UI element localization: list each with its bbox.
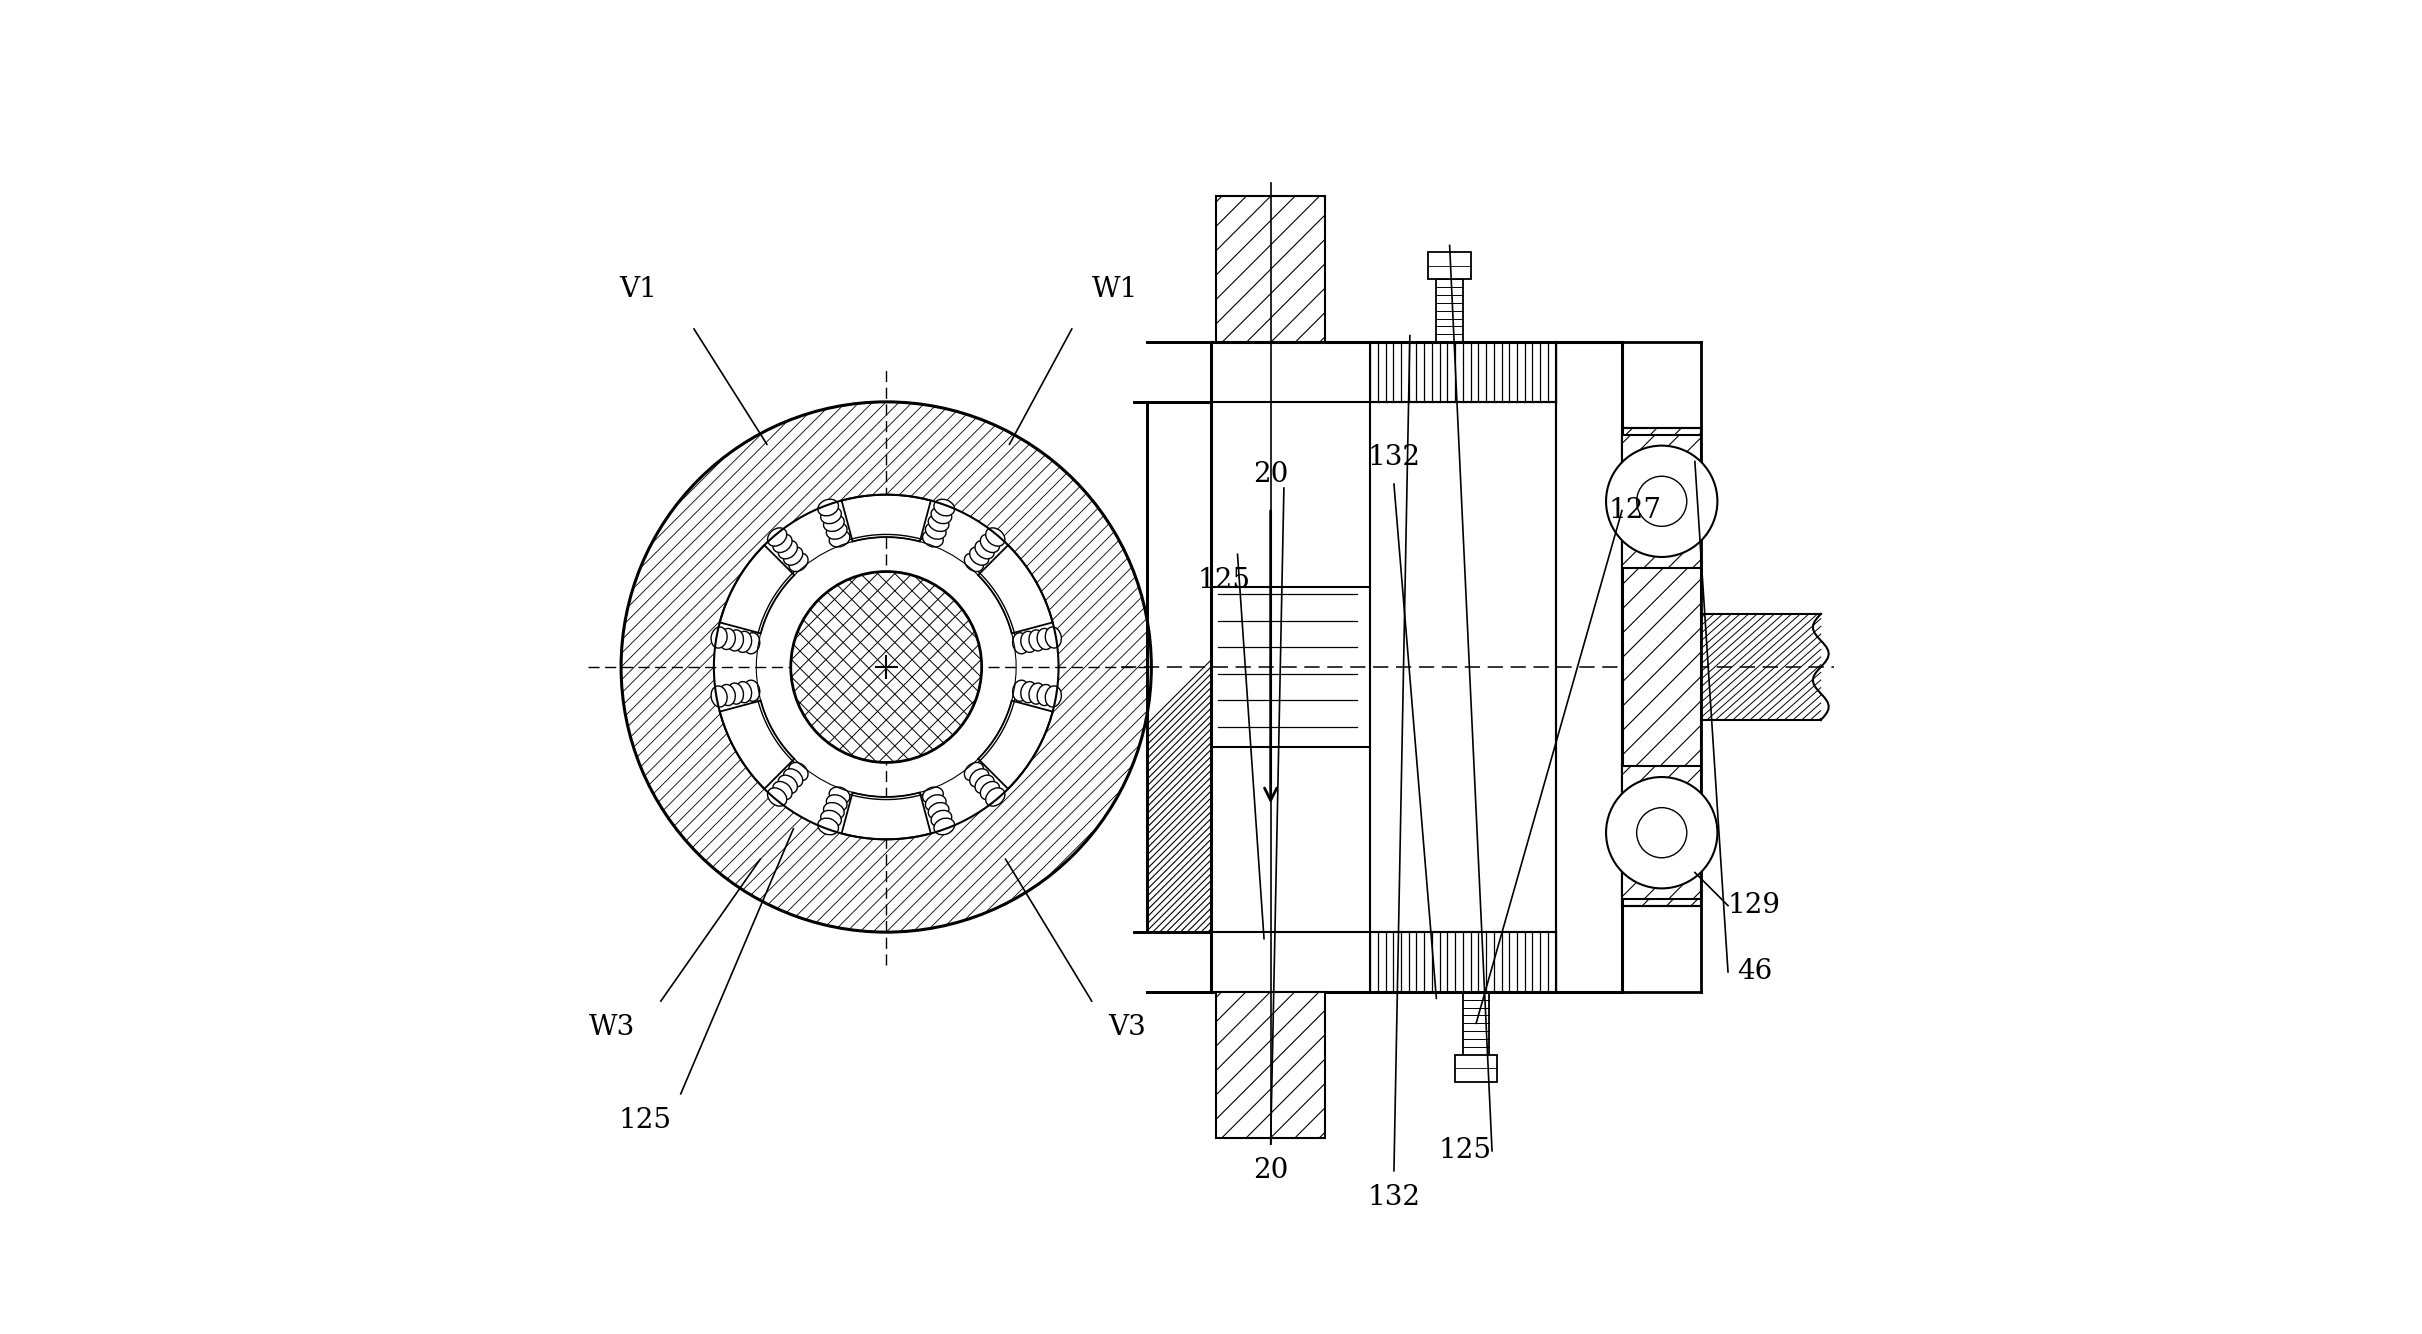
- Ellipse shape: [928, 803, 949, 819]
- Ellipse shape: [828, 787, 850, 803]
- Ellipse shape: [821, 810, 840, 827]
- Ellipse shape: [826, 523, 848, 539]
- Ellipse shape: [790, 763, 809, 780]
- Bar: [1623, 767, 1703, 899]
- Circle shape: [1637, 476, 1686, 527]
- Bar: [1456, 1055, 1497, 1082]
- Ellipse shape: [923, 787, 942, 803]
- Text: 125: 125: [618, 1107, 671, 1134]
- Circle shape: [1606, 776, 1717, 888]
- Ellipse shape: [976, 540, 993, 559]
- Ellipse shape: [1046, 627, 1061, 648]
- Text: 125: 125: [1199, 567, 1250, 595]
- Ellipse shape: [828, 531, 850, 547]
- Ellipse shape: [986, 788, 1005, 806]
- Ellipse shape: [928, 515, 949, 531]
- Ellipse shape: [768, 528, 787, 546]
- Ellipse shape: [930, 507, 952, 524]
- Ellipse shape: [935, 818, 954, 835]
- Text: 127: 127: [1608, 498, 1661, 524]
- Ellipse shape: [773, 782, 792, 800]
- Text: V3: V3: [1109, 1014, 1146, 1041]
- Ellipse shape: [969, 768, 988, 787]
- Ellipse shape: [964, 763, 983, 780]
- Ellipse shape: [981, 782, 1000, 800]
- Ellipse shape: [981, 534, 1000, 552]
- Polygon shape: [840, 495, 930, 542]
- Ellipse shape: [976, 775, 993, 794]
- Ellipse shape: [969, 547, 988, 566]
- Circle shape: [1637, 807, 1686, 858]
- Bar: [1216, 196, 1325, 343]
- Text: 129: 129: [1727, 892, 1780, 919]
- Ellipse shape: [744, 680, 761, 702]
- Ellipse shape: [736, 682, 751, 703]
- Ellipse shape: [923, 531, 942, 547]
- Text: 132: 132: [1368, 444, 1419, 471]
- Ellipse shape: [712, 627, 727, 648]
- Text: V1: V1: [620, 276, 656, 303]
- Ellipse shape: [790, 554, 809, 571]
- Ellipse shape: [777, 775, 797, 794]
- Ellipse shape: [727, 683, 744, 704]
- Text: W3: W3: [589, 1014, 635, 1041]
- Ellipse shape: [935, 499, 954, 516]
- Ellipse shape: [785, 768, 802, 787]
- Ellipse shape: [736, 631, 751, 652]
- Ellipse shape: [727, 630, 744, 651]
- Ellipse shape: [925, 523, 947, 539]
- Bar: [1429, 252, 1470, 279]
- Text: 125: 125: [1439, 1138, 1492, 1165]
- Ellipse shape: [768, 788, 787, 806]
- Ellipse shape: [777, 540, 797, 559]
- Circle shape: [790, 571, 981, 763]
- Ellipse shape: [819, 499, 838, 516]
- Ellipse shape: [773, 534, 792, 552]
- Text: 46: 46: [1737, 958, 1773, 986]
- Bar: [1211, 343, 1623, 991]
- Ellipse shape: [986, 528, 1005, 546]
- Polygon shape: [978, 700, 1054, 788]
- Circle shape: [620, 402, 1150, 932]
- Text: 20: 20: [1252, 1158, 1289, 1185]
- Ellipse shape: [719, 684, 736, 706]
- Ellipse shape: [1046, 686, 1061, 707]
- Ellipse shape: [823, 515, 845, 531]
- Text: W1: W1: [1092, 276, 1138, 303]
- Ellipse shape: [964, 554, 983, 571]
- Polygon shape: [719, 546, 794, 634]
- Bar: [1623, 428, 1703, 906]
- Ellipse shape: [1012, 632, 1029, 654]
- Ellipse shape: [1037, 684, 1054, 706]
- Polygon shape: [1133, 402, 1211, 932]
- Ellipse shape: [1020, 631, 1037, 652]
- Text: 132: 132: [1368, 1183, 1419, 1211]
- Ellipse shape: [930, 810, 952, 827]
- Ellipse shape: [1037, 628, 1054, 650]
- Ellipse shape: [744, 632, 761, 654]
- Ellipse shape: [1029, 683, 1044, 704]
- Polygon shape: [840, 792, 930, 839]
- Ellipse shape: [1029, 630, 1044, 651]
- Ellipse shape: [925, 795, 947, 811]
- Ellipse shape: [821, 507, 840, 524]
- Ellipse shape: [823, 803, 845, 819]
- Polygon shape: [978, 546, 1054, 634]
- Bar: [1216, 991, 1325, 1138]
- Circle shape: [1606, 446, 1717, 558]
- Ellipse shape: [712, 686, 727, 707]
- Ellipse shape: [1020, 682, 1037, 703]
- Ellipse shape: [1012, 680, 1029, 702]
- Text: 20: 20: [1252, 462, 1289, 488]
- Ellipse shape: [719, 628, 736, 650]
- Ellipse shape: [785, 547, 802, 566]
- Ellipse shape: [819, 818, 838, 835]
- Polygon shape: [719, 700, 794, 788]
- Bar: [1623, 435, 1703, 567]
- Ellipse shape: [826, 795, 848, 811]
